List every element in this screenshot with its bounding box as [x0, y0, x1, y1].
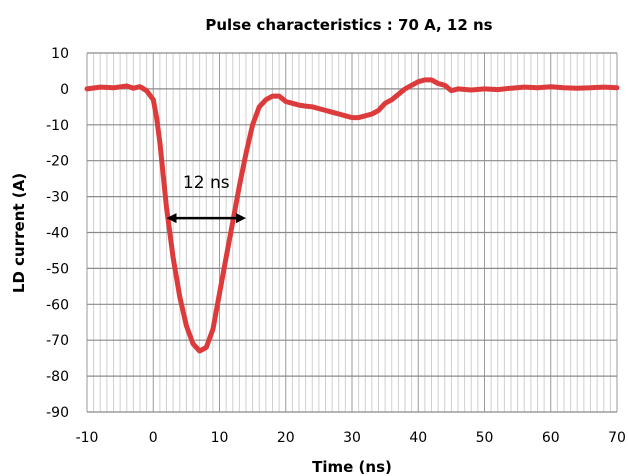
y-tick-label: -60: [46, 297, 69, 313]
pulse-series-line: [84, 77, 620, 354]
y-tick-label: 10: [51, 46, 69, 62]
fwhm-arrow-right-head: [236, 213, 246, 224]
y-tick-label: 0: [60, 82, 69, 98]
x-tick-label: 20: [277, 430, 295, 446]
chart-title: Pulse characteristics : 70 A, 12 ns: [205, 16, 492, 34]
x-tick-label: 0: [149, 430, 158, 446]
x-tick-label: 40: [409, 430, 427, 446]
y-tick-label: -90: [46, 405, 69, 421]
x-tick-label: 70: [608, 430, 626, 446]
x-tick-label: 10: [211, 430, 229, 446]
x-tick-label: 50: [476, 430, 494, 446]
fwhm-label: 12 ns: [183, 173, 230, 193]
fwhm-arrow-left-head: [166, 213, 177, 224]
y-tick-label: -50: [46, 261, 69, 277]
x-tick-label: -10: [76, 430, 99, 446]
y-axis-label: LD current (A): [10, 173, 28, 293]
x-axis-label: Time (ns): [312, 458, 392, 476]
major-gridlines: [86, 52, 618, 413]
y-tick-label: -40: [46, 226, 69, 242]
x-tick-labels: -10 0 10 20 30 40 50 60 70: [76, 430, 626, 446]
y-tick-label: -80: [46, 369, 69, 385]
y-tick-label: -70: [46, 333, 69, 349]
y-tick-label: -10: [46, 118, 69, 134]
x-tick-label: 30: [343, 430, 361, 446]
y-tick-labels: 10 0 -10 -20 -30 -40 -50 -60 -70 -80 -90: [46, 46, 69, 421]
y-tick-label: -20: [46, 154, 69, 170]
fwhm-annotation: 12 ns: [166, 173, 246, 224]
y-tick-label: -30: [46, 190, 69, 206]
x-tick-label: 60: [542, 430, 560, 446]
